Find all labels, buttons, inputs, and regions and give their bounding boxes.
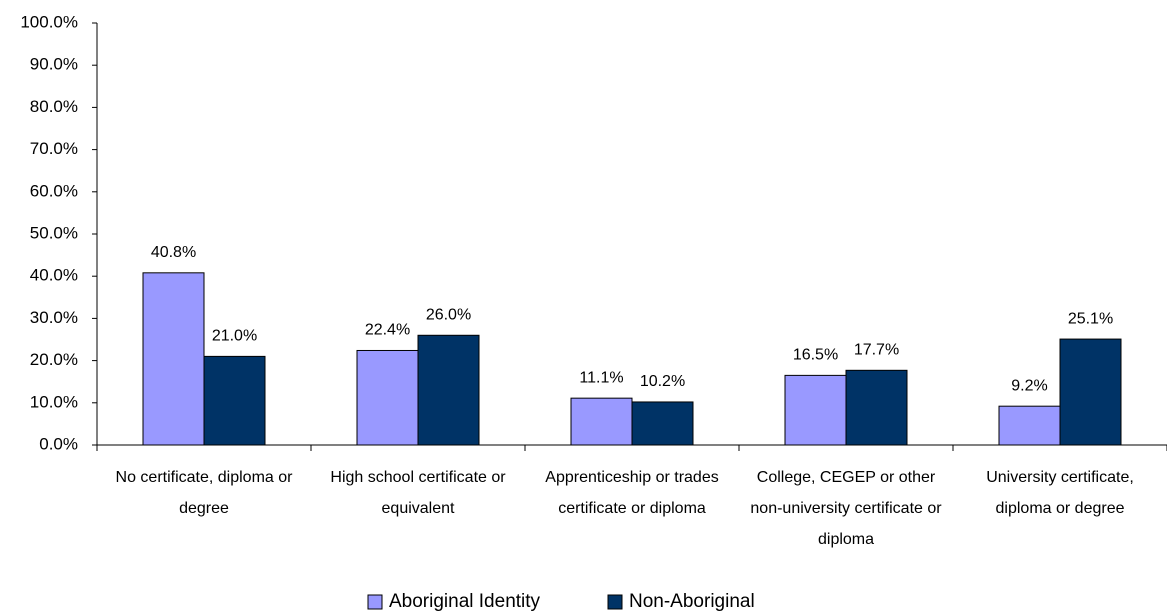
x-tick-label-line: degree (179, 500, 229, 517)
value-label: 25.1% (1068, 310, 1113, 327)
value-label: 17.7% (854, 342, 899, 359)
x-tick-label: College, CEGEP or other non-university ce… (750, 469, 942, 548)
legend-swatch (367, 594, 383, 610)
legend-label: Aboriginal Identity (389, 591, 541, 612)
y-tick-label: 30.0% (30, 308, 78, 327)
bar (417, 334, 480, 446)
value-label: 9.2% (1011, 377, 1047, 394)
y-tick-label: 80.0% (30, 97, 78, 116)
value-label: 26.0% (426, 306, 471, 323)
bar (998, 405, 1061, 446)
bar (142, 272, 205, 446)
x-tick-label-line: diploma or degree (996, 500, 1125, 517)
value-label: 22.4% (365, 322, 410, 339)
value-label: 21.0% (212, 328, 257, 345)
x-tick-label: No certificate, diploma or degree (116, 469, 294, 517)
bar (570, 397, 633, 446)
x-tick-label-line: non-university certificate or (750, 500, 942, 517)
y-tick-label: 0.0% (39, 434, 78, 453)
x-tick-label-line: certificate or diploma (558, 500, 706, 517)
y-tick-label: 100.0% (20, 12, 78, 31)
x-tick-label: University certificate, diploma or degree (986, 469, 1134, 517)
x-tick-label: Apprenticeship or trades certificate or d… (545, 469, 718, 517)
value-label: 40.8% (151, 244, 196, 261)
legend-swatch (607, 594, 623, 610)
value-label: 11.1% (579, 369, 623, 386)
x-tick-label-line: No certificate, diploma or (116, 469, 294, 486)
x-tick-label-line: University certificate, (986, 469, 1134, 486)
legend-label: Non-Aboriginal (629, 591, 755, 612)
y-tick-label: 10.0% (30, 392, 78, 411)
y-tick-label: 50.0% (30, 223, 78, 242)
y-tick-label: 90.0% (30, 55, 78, 74)
x-tick-label-line: High school certificate or (330, 469, 506, 486)
y-tick-label: 40.0% (30, 266, 78, 285)
y-tick-label: 20.0% (30, 350, 78, 369)
bar (845, 369, 908, 446)
value-label: 16.5% (793, 347, 838, 364)
bar (631, 401, 694, 446)
x-tick-label-line: diploma (818, 531, 874, 548)
x-tick-label: High school certificate or equivalent (330, 469, 506, 517)
x-tick-label-line: Apprenticeship or trades (545, 469, 718, 486)
y-tick-label: 70.0% (30, 139, 78, 158)
bar (784, 374, 847, 446)
bar (203, 355, 266, 446)
value-label: 10.2% (640, 373, 685, 390)
x-tick-label-line: College, CEGEP or other (757, 469, 936, 486)
y-tick-label: 60.0% (30, 181, 78, 200)
x-tick-label-line: equivalent (382, 500, 456, 517)
bar (1059, 338, 1122, 446)
bar (356, 349, 419, 446)
